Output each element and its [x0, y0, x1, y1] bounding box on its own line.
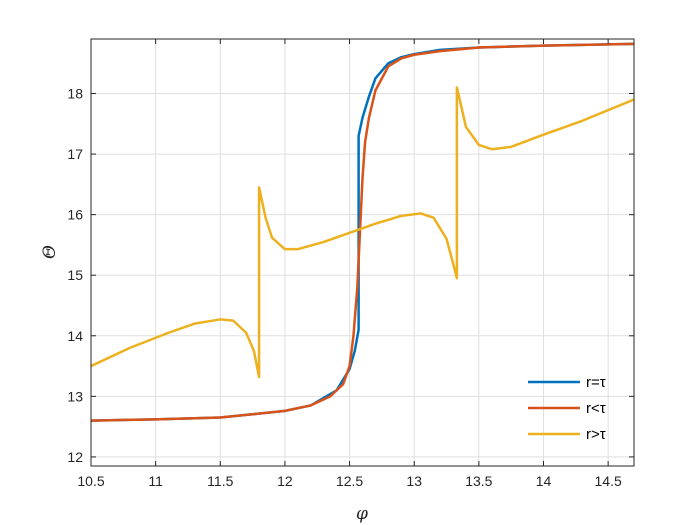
series-line-2: [91, 42, 634, 422]
x-tick-label: 14.5: [595, 473, 622, 489]
x-tick-label: 12.5: [336, 473, 363, 489]
y-tick-label: 17: [67, 146, 83, 162]
y-tick-label: 16: [67, 207, 83, 223]
legend: r=τ r<τ r>τ: [528, 374, 606, 443]
ticks: 10.5 11 11.5 12 12.5 13 13.5 14 14.5 12 13 14 15 16 17…: [67, 39, 634, 489]
y-tick-label: 12: [67, 449, 83, 465]
legend-label: r>τ: [586, 426, 606, 443]
legend-label: r=τ: [586, 374, 606, 391]
y-tick-label: 15: [67, 267, 83, 283]
x-tick-label: 10.5: [77, 473, 104, 489]
x-tick-label: 13.5: [465, 473, 492, 489]
x-tick-label: 11: [148, 473, 163, 489]
legend-label: r<τ: [586, 400, 606, 417]
x-tick-label: 13: [406, 473, 422, 489]
x-axis-label: φ: [356, 504, 368, 524]
x-tick-label: 11.5: [207, 473, 233, 489]
series-line-3: [91, 86, 634, 379]
grid: [90, 39, 634, 466]
x-tick-label: 14: [536, 473, 552, 489]
x-tick-label: 12: [277, 473, 293, 489]
y-tick-label: 14: [67, 328, 83, 344]
plot-background: [91, 39, 634, 466]
series-layer: [91, 42, 634, 422]
plot-frame: [90, 38, 635, 467]
y-tick-label: 18: [67, 86, 83, 102]
y-tick-label: 13: [67, 388, 83, 404]
y-axis-label: Θ: [40, 245, 60, 259]
